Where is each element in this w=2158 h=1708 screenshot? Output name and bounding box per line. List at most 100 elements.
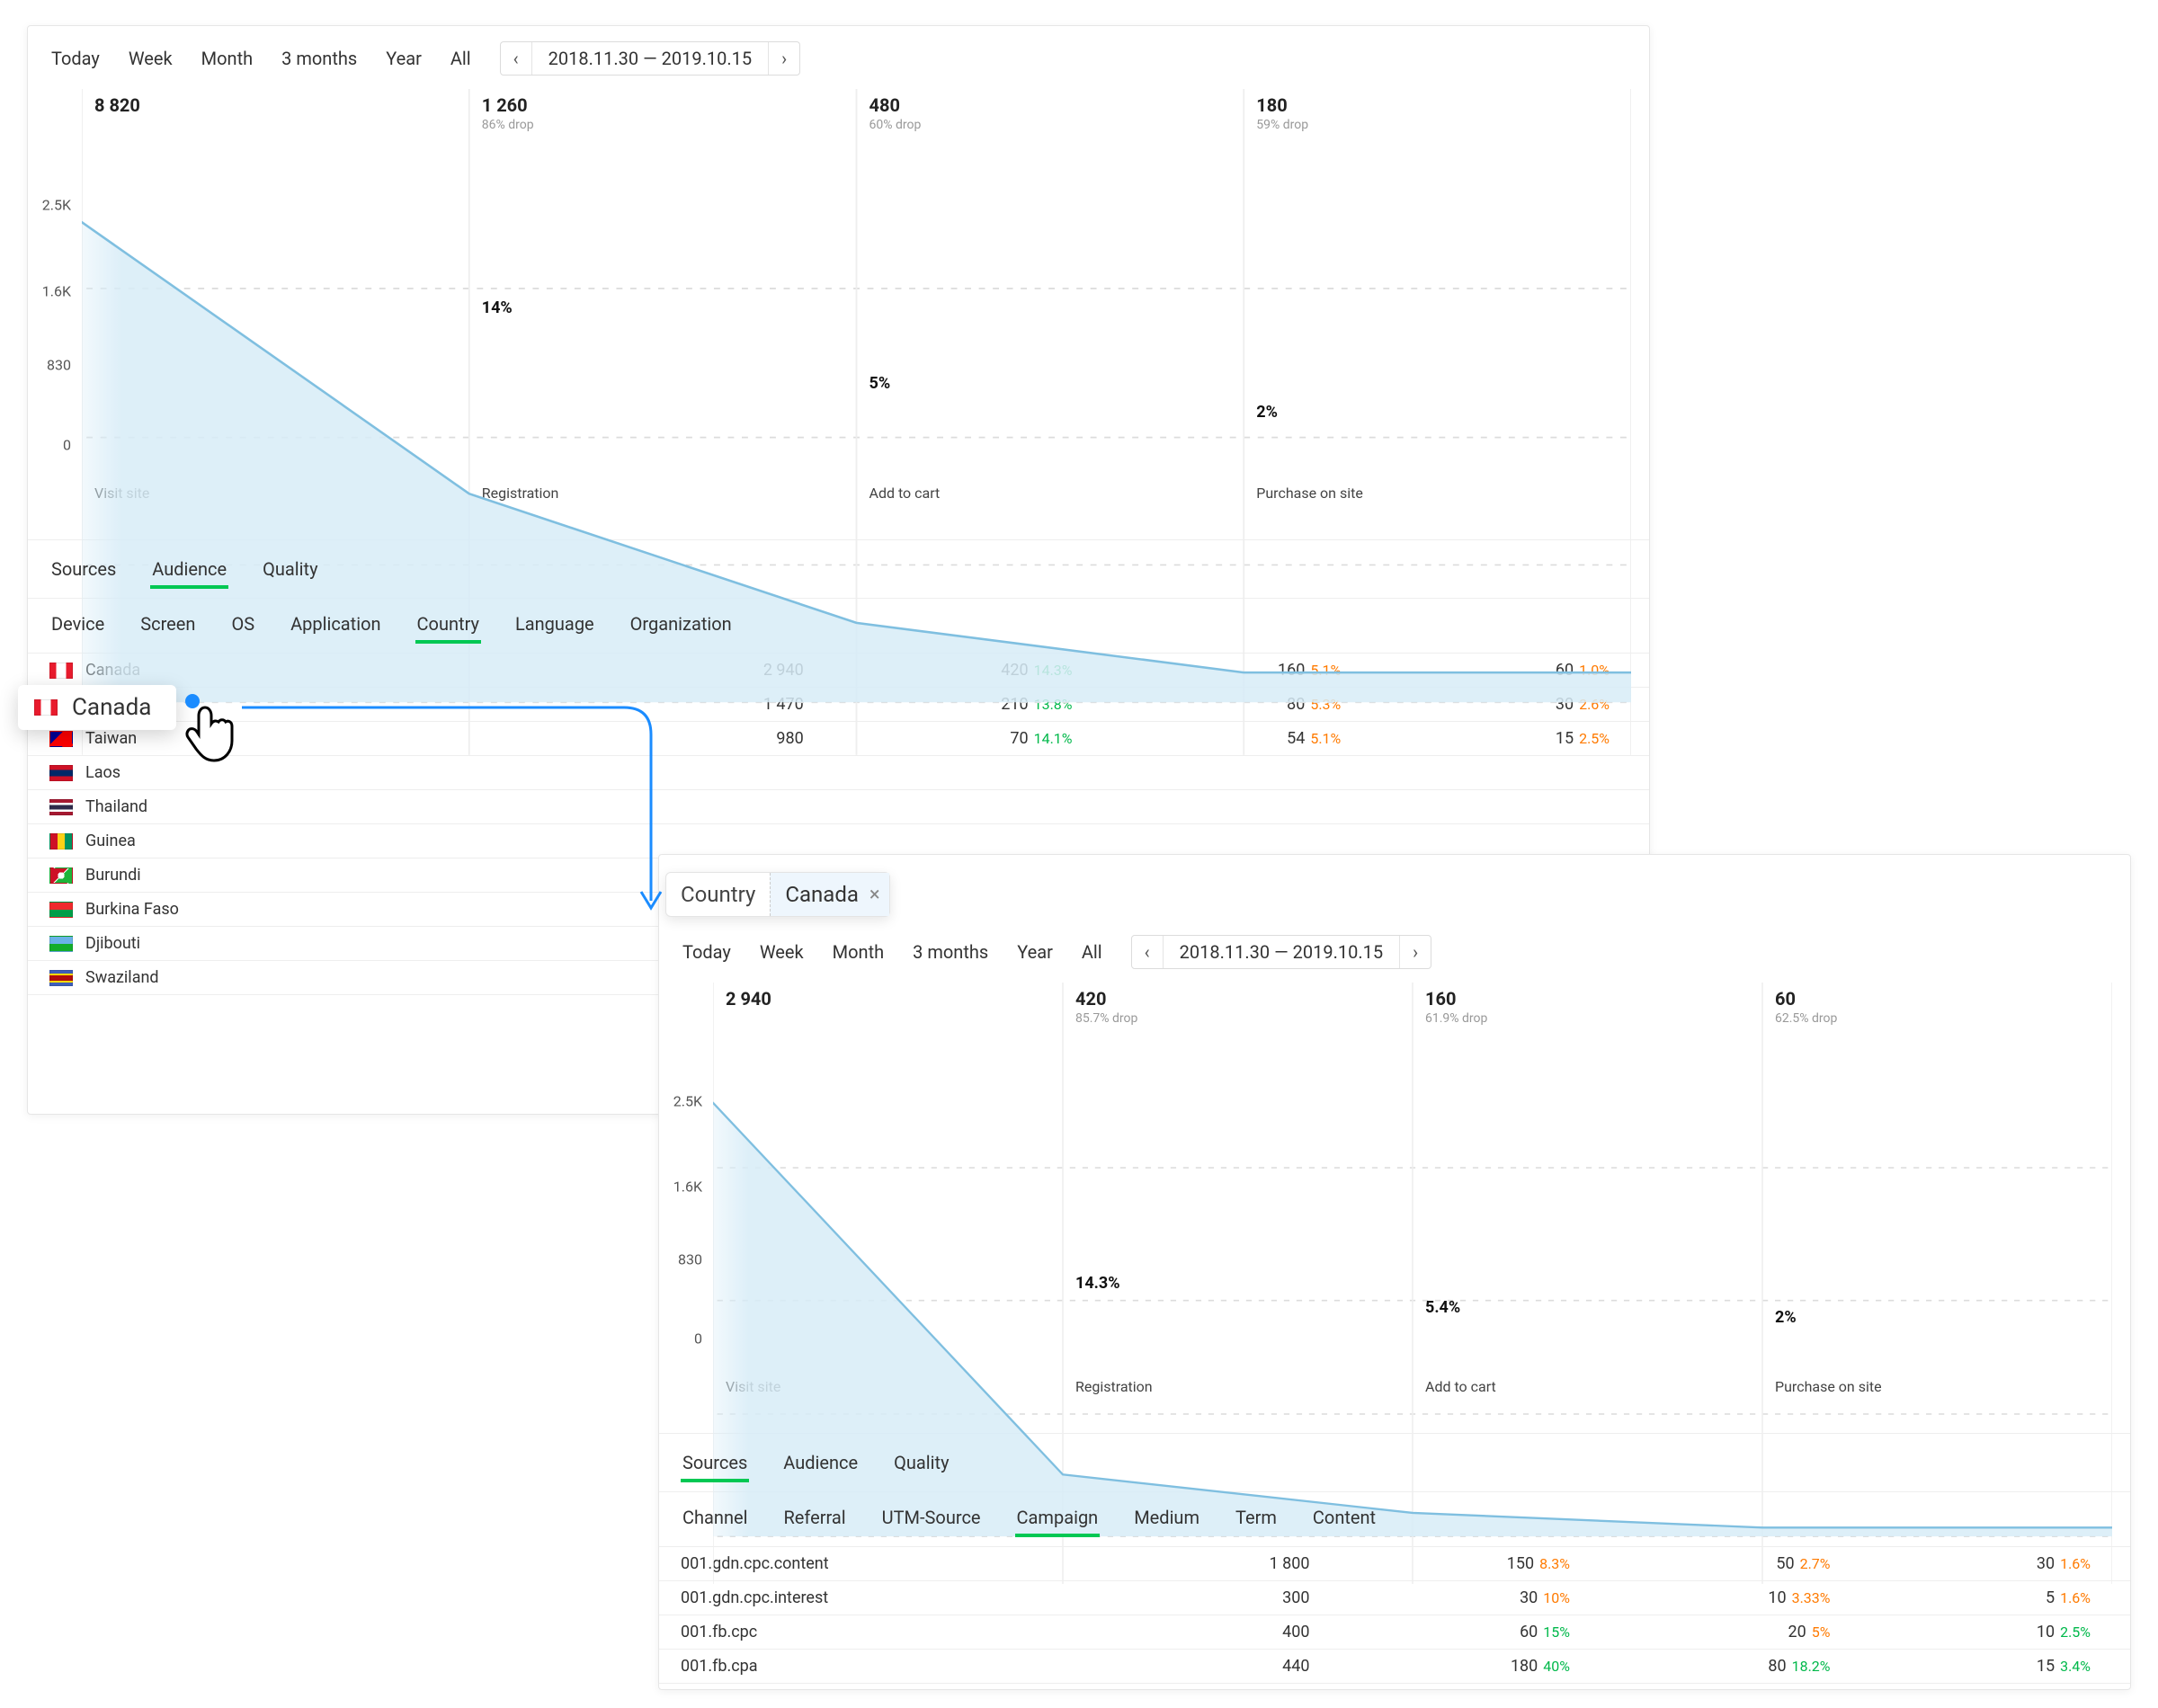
tab-sources[interactable]: Sources <box>49 553 118 589</box>
stage-percent: 2% <box>1775 1308 1797 1327</box>
stage-header: 8 820 <box>82 94 140 116</box>
tab-referral[interactable]: Referral <box>781 1501 847 1537</box>
time-range-3-months[interactable]: 3 months <box>269 40 370 76</box>
filter-chip-key: Country <box>666 873 770 916</box>
tab-quality[interactable]: Quality <box>261 553 319 589</box>
table-row[interactable]: 001.fb.cpa44018040%8018.2%153.4% <box>659 1650 2130 1684</box>
date-range-picker[interactable]: ‹ 2018.11.30 — 2019.10.15 › <box>1131 935 1432 969</box>
row-value: 18040% <box>1328 1657 1589 1676</box>
row-percent: 18.2% <box>1792 1658 1831 1675</box>
stage-percent: 5.4% <box>1425 1298 1460 1317</box>
analytics-panel-filtered: TodayWeekMonth3 monthsYearAll ‹ 2018.11.… <box>658 854 2131 1690</box>
tab-campaign[interactable]: Campaign <box>1015 1501 1101 1537</box>
stage-value: 420 <box>1075 988 1137 1010</box>
tooltip-label: Canada <box>72 694 151 721</box>
time-toolbar: TodayWeekMonth3 monthsYearAll ‹ 2018.11.… <box>28 26 1649 89</box>
date-range-text: 2018.11.30 — 2019.10.15 <box>1163 936 1400 968</box>
flag-icon <box>49 765 73 781</box>
row-percent: 40% <box>1543 1658 1570 1675</box>
tab-medium[interactable]: Medium <box>1132 1501 1201 1537</box>
time-range-month[interactable]: Month <box>189 40 265 76</box>
row-value: 102.5% <box>1849 1623 2109 1641</box>
row-label: Djibouti <box>85 934 140 953</box>
stage-value: 60 <box>1775 988 1837 1010</box>
prev-range-icon[interactable]: ‹ <box>1132 936 1163 968</box>
time-range-today[interactable]: Today <box>679 934 744 970</box>
time-range-all[interactable]: All <box>438 40 484 76</box>
row-percent: 2.5% <box>2060 1623 2091 1641</box>
row-value: 300 <box>1067 1588 1328 1607</box>
tab-channel[interactable]: Channel <box>681 1501 749 1537</box>
y-tick: 1.6K <box>42 282 71 299</box>
row-percent: 10% <box>1543 1589 1570 1606</box>
row-percent: 3.33% <box>1792 1589 1831 1606</box>
row-label: Guinea <box>85 832 136 850</box>
date-range-picker[interactable]: ‹ 2018.11.30 — 2019.10.15 › <box>500 41 801 76</box>
tab-country[interactable]: Country <box>415 608 481 644</box>
flag-icon <box>49 663 73 679</box>
time-range-year[interactable]: Year <box>1004 934 1066 970</box>
stage-value: 480 <box>869 94 922 116</box>
row-label: 001.gdn.cpc.interest <box>681 1588 828 1607</box>
tab-device[interactable]: Device <box>49 608 106 644</box>
stage-header: 6062.5% drop <box>1762 988 1837 1026</box>
cursor-hand-icon <box>180 692 243 764</box>
y-tick: 830 <box>678 1251 702 1268</box>
tab-os[interactable]: OS <box>229 608 256 644</box>
stage-drop: 59% drop <box>1256 118 1308 132</box>
tab-quality[interactable]: Quality <box>892 1446 950 1482</box>
row-percent: 3.4% <box>2060 1658 2091 1675</box>
tab-utm-source[interactable]: UTM-Source <box>880 1501 983 1537</box>
stage-drop: 61.9% drop <box>1425 1011 1487 1026</box>
stage-header: 42085.7% drop <box>1063 988 1137 1026</box>
stage-header: 2 940 <box>713 988 771 1010</box>
close-icon[interactable]: × <box>869 884 880 906</box>
tab-audience[interactable]: Audience <box>150 553 228 589</box>
flag-icon <box>49 867 73 884</box>
table-row[interactable]: 001.gdn.cpc.interest3003010%103.33%51.6% <box>659 1581 2130 1615</box>
row-label: Laos <box>85 763 120 782</box>
tab-sources[interactable]: Sources <box>681 1446 749 1482</box>
prev-range-icon[interactable]: ‹ <box>501 42 531 75</box>
flag-icon <box>49 936 73 952</box>
time-toolbar: TodayWeekMonth3 monthsYearAll ‹ 2018.11.… <box>659 920 2130 983</box>
tab-application[interactable]: Application <box>289 608 382 644</box>
flag-icon <box>49 970 73 986</box>
flag-icon <box>49 902 73 918</box>
filter-chip[interactable]: Country Canada × <box>665 872 890 917</box>
row-value: 103.33% <box>1588 1588 1849 1607</box>
stage-percent: 14% <box>482 298 513 317</box>
stage-header: 1 26086% drop <box>469 94 534 132</box>
flag-icon <box>49 731 73 747</box>
y-tick: 830 <box>47 357 71 374</box>
stage-value: 180 <box>1256 94 1308 116</box>
y-tick: 2.5K <box>673 1093 702 1110</box>
tab-audience[interactable]: Audience <box>781 1446 860 1482</box>
stage-drop: 85.7% drop <box>1075 1011 1137 1026</box>
time-range-3-months[interactable]: 3 months <box>900 934 1001 970</box>
row-value: 8018.2% <box>1588 1657 1849 1676</box>
row-percent: 5% <box>1812 1623 1831 1641</box>
time-range-today[interactable]: Today <box>48 40 112 76</box>
row-label: Thailand <box>85 797 147 816</box>
stage-header: 480 60% drop <box>857 94 922 132</box>
y-axis: 2.5K1.6K8300 <box>28 89 82 476</box>
next-range-icon[interactable]: › <box>769 42 799 75</box>
tab-screen[interactable]: Screen <box>138 608 197 644</box>
stage-percent: 14.3% <box>1075 1274 1120 1293</box>
row-value: 400 <box>1067 1623 1328 1641</box>
time-range-week[interactable]: Week <box>116 40 185 76</box>
time-range-month[interactable]: Month <box>820 934 896 970</box>
time-range-all[interactable]: All <box>1069 934 1115 970</box>
tab-language[interactable]: Language <box>513 608 596 644</box>
flag-icon <box>49 799 73 815</box>
tab-content[interactable]: Content <box>1311 1501 1378 1537</box>
stage-drop: 60% drop <box>869 118 922 132</box>
row-value: 3010% <box>1328 1588 1589 1607</box>
time-range-week[interactable]: Week <box>747 934 816 970</box>
tab-term[interactable]: Term <box>1234 1501 1279 1537</box>
next-range-icon[interactable]: › <box>1400 936 1431 968</box>
tab-organization[interactable]: Organization <box>629 608 734 644</box>
time-range-year[interactable]: Year <box>373 40 434 76</box>
table-row[interactable]: 001.fb.cpc4006015%205%102.5% <box>659 1615 2130 1650</box>
